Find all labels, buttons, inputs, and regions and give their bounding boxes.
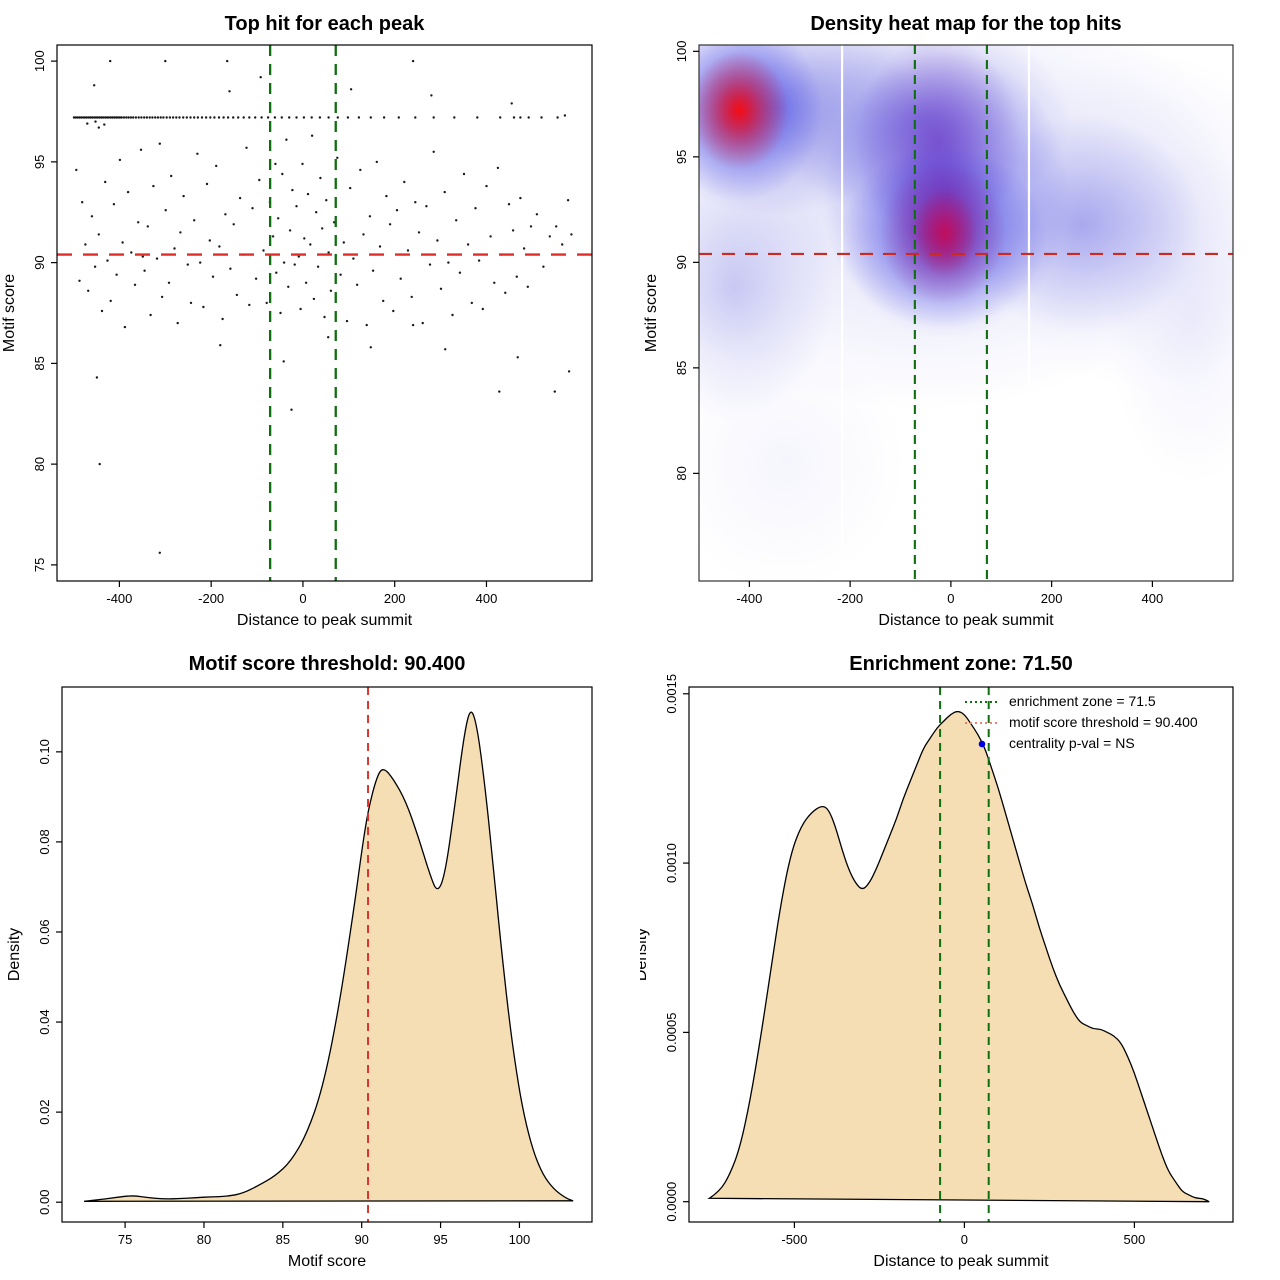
x-axis-label: Distance to peak summit (237, 612, 413, 629)
heatmap-blob (699, 336, 906, 581)
legend-item-label: enrichment zone = 71.5 (1009, 693, 1156, 709)
heatmap-blob (1107, 146, 1233, 484)
y-tick-label: 90 (674, 255, 689, 269)
panel-title: Motif score threshold: 90.400 (189, 653, 466, 675)
x-tick-label: 0 (961, 1232, 968, 1247)
x-tick-label: 95 (433, 1232, 447, 1247)
x-tick-label: 0 (947, 591, 954, 606)
heatmap-density-field (699, 45, 1233, 581)
x-tick-label: 400 (1142, 591, 1164, 606)
x-tick-label: 500 (1124, 1232, 1146, 1247)
y-axis-label: Motif score (643, 274, 660, 352)
y-tick-label: 0.04 (37, 1009, 52, 1034)
y-tick-label: 85 (32, 356, 47, 370)
legend-marker-dot (978, 740, 986, 748)
y-tick-label: 80 (674, 466, 689, 480)
y-tick-label: 0.06 (37, 919, 52, 944)
density-curve (84, 711, 574, 1202)
legend-item-label: motif score threshold = 90.400 (1009, 714, 1198, 730)
x-tick-label: 200 (384, 591, 406, 606)
y-tick-label: 95 (674, 150, 689, 164)
distance-density-panel: -500 0 500 0.0000 0.0005 0.0010 0.0015 Enrichme… (640, 653, 1234, 1270)
x-tick-label: 200 (1041, 591, 1063, 606)
y-tick-label: 100 (32, 50, 47, 72)
panel-title: Top hit for each peak (225, 13, 426, 35)
plot-box (61, 686, 593, 1223)
x-tick-label: 80 (197, 1232, 211, 1247)
plot-box (698, 44, 1234, 582)
y-tick-label: 0.08 (37, 829, 52, 854)
y-tick-label: 0.0010 (664, 843, 679, 883)
scatter-points (72, 59, 573, 554)
y-tick-label: 0.00 (37, 1190, 52, 1215)
scatter-panel: -400 -200 0 200 400 75 80 85 90 95 100 Top hit for … (1, 13, 593, 629)
x-tick-label: 90 (354, 1232, 368, 1247)
heatmap-blob (912, 188, 978, 278)
x-tick-label: 0 (299, 591, 306, 606)
heatmap-panel: -400 -200 0 200 400 80 85 90 95 100 Density heat m… (643, 13, 1234, 629)
y-axis-label: Density (640, 928, 650, 981)
x-tick-label: -200 (198, 591, 224, 606)
y-tick-label: 80 (32, 457, 47, 471)
y-tick-label: 90 (32, 255, 47, 269)
x-axis-label: Motif score (288, 1253, 366, 1270)
motif-score-density-panel: 75 80 85 90 95 100 0.00 0.02 0.04 0.06 0.08 0.10 Mot… (6, 653, 593, 1270)
x-tick-label: 75 (118, 1232, 132, 1247)
y-tick-label: 0.0000 (664, 1182, 679, 1222)
panel-title: Enrichment zone: 71.50 (849, 653, 1072, 675)
legend-item-label: centrality p-val = NS (1009, 735, 1135, 751)
y-tick-label: 0.0015 (664, 674, 679, 714)
x-axis-label: Distance to peak summit (878, 612, 1054, 629)
x-tick-label: 400 (476, 591, 498, 606)
y-tick-label: 85 (674, 361, 689, 375)
heatmap-blob (699, 51, 789, 170)
panel-title: Density heat map for the top hits (810, 13, 1121, 35)
y-tick-label: 0.02 (37, 1099, 52, 1124)
y-tick-label: 95 (32, 155, 47, 169)
x-tick-label: 85 (276, 1232, 290, 1247)
plot-box (688, 686, 1234, 1223)
x-tick-label: 100 (509, 1232, 531, 1247)
density-curve (707, 710, 1210, 1203)
y-axis-label: Density (6, 928, 23, 981)
y-axis-label: Motif score (1, 274, 18, 352)
plot-box (56, 44, 593, 582)
x-tick-label: -400 (736, 591, 762, 606)
y-tick-label: 0.10 (37, 739, 52, 764)
y-tick-label: 75 (32, 558, 47, 572)
x-tick-label: -200 (837, 591, 863, 606)
y-tick-label: 0.0005 (664, 1012, 679, 1052)
legend: enrichment zone = 71.5 motif score thresh… (965, 693, 1198, 751)
x-tick-label: -500 (781, 1232, 807, 1247)
y-tick-label: 100 (674, 40, 689, 62)
x-axis-label: Distance to peak summit (873, 1253, 1049, 1270)
x-tick-label: -400 (106, 591, 132, 606)
